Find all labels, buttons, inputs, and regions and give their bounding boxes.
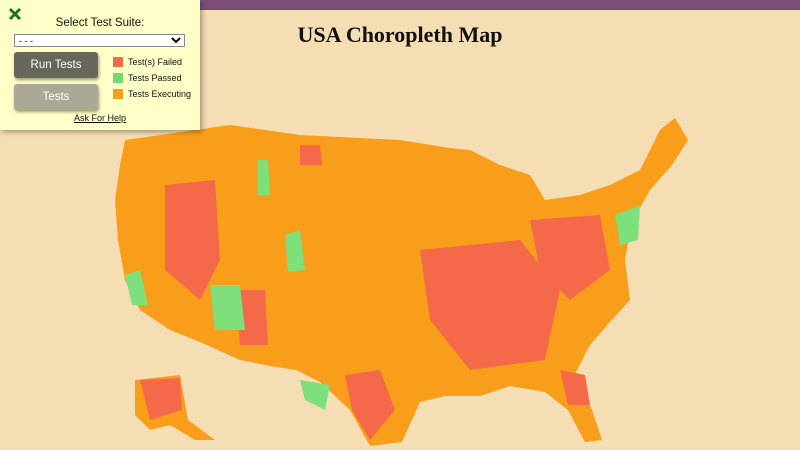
legend-label: Test(s) Failed xyxy=(128,57,183,67)
close-button[interactable] xyxy=(8,7,22,21)
run-tests-button[interactable]: Run Tests xyxy=(14,52,98,78)
page-title: USA Choropleth Map xyxy=(297,22,503,47)
legend-swatch xyxy=(113,89,123,99)
select-label: Select Test Suite: xyxy=(55,17,145,29)
mainland xyxy=(115,118,688,446)
tests-button[interactable]: Tests xyxy=(14,84,98,110)
legend-label: Tests Passed xyxy=(128,73,182,83)
legend-swatch xyxy=(113,57,123,67)
passed-areas xyxy=(125,160,640,410)
top-bar xyxy=(200,0,800,10)
suite-select[interactable]: - - - xyxy=(14,34,185,47)
failed-areas xyxy=(140,145,610,440)
legend-swatch xyxy=(113,73,123,83)
control-panel: Select Test Suite: - - - Run Tests Tests… xyxy=(0,0,200,130)
help-link[interactable]: Ask For Help xyxy=(73,113,126,123)
legend-label: Tests Executing xyxy=(128,89,192,99)
